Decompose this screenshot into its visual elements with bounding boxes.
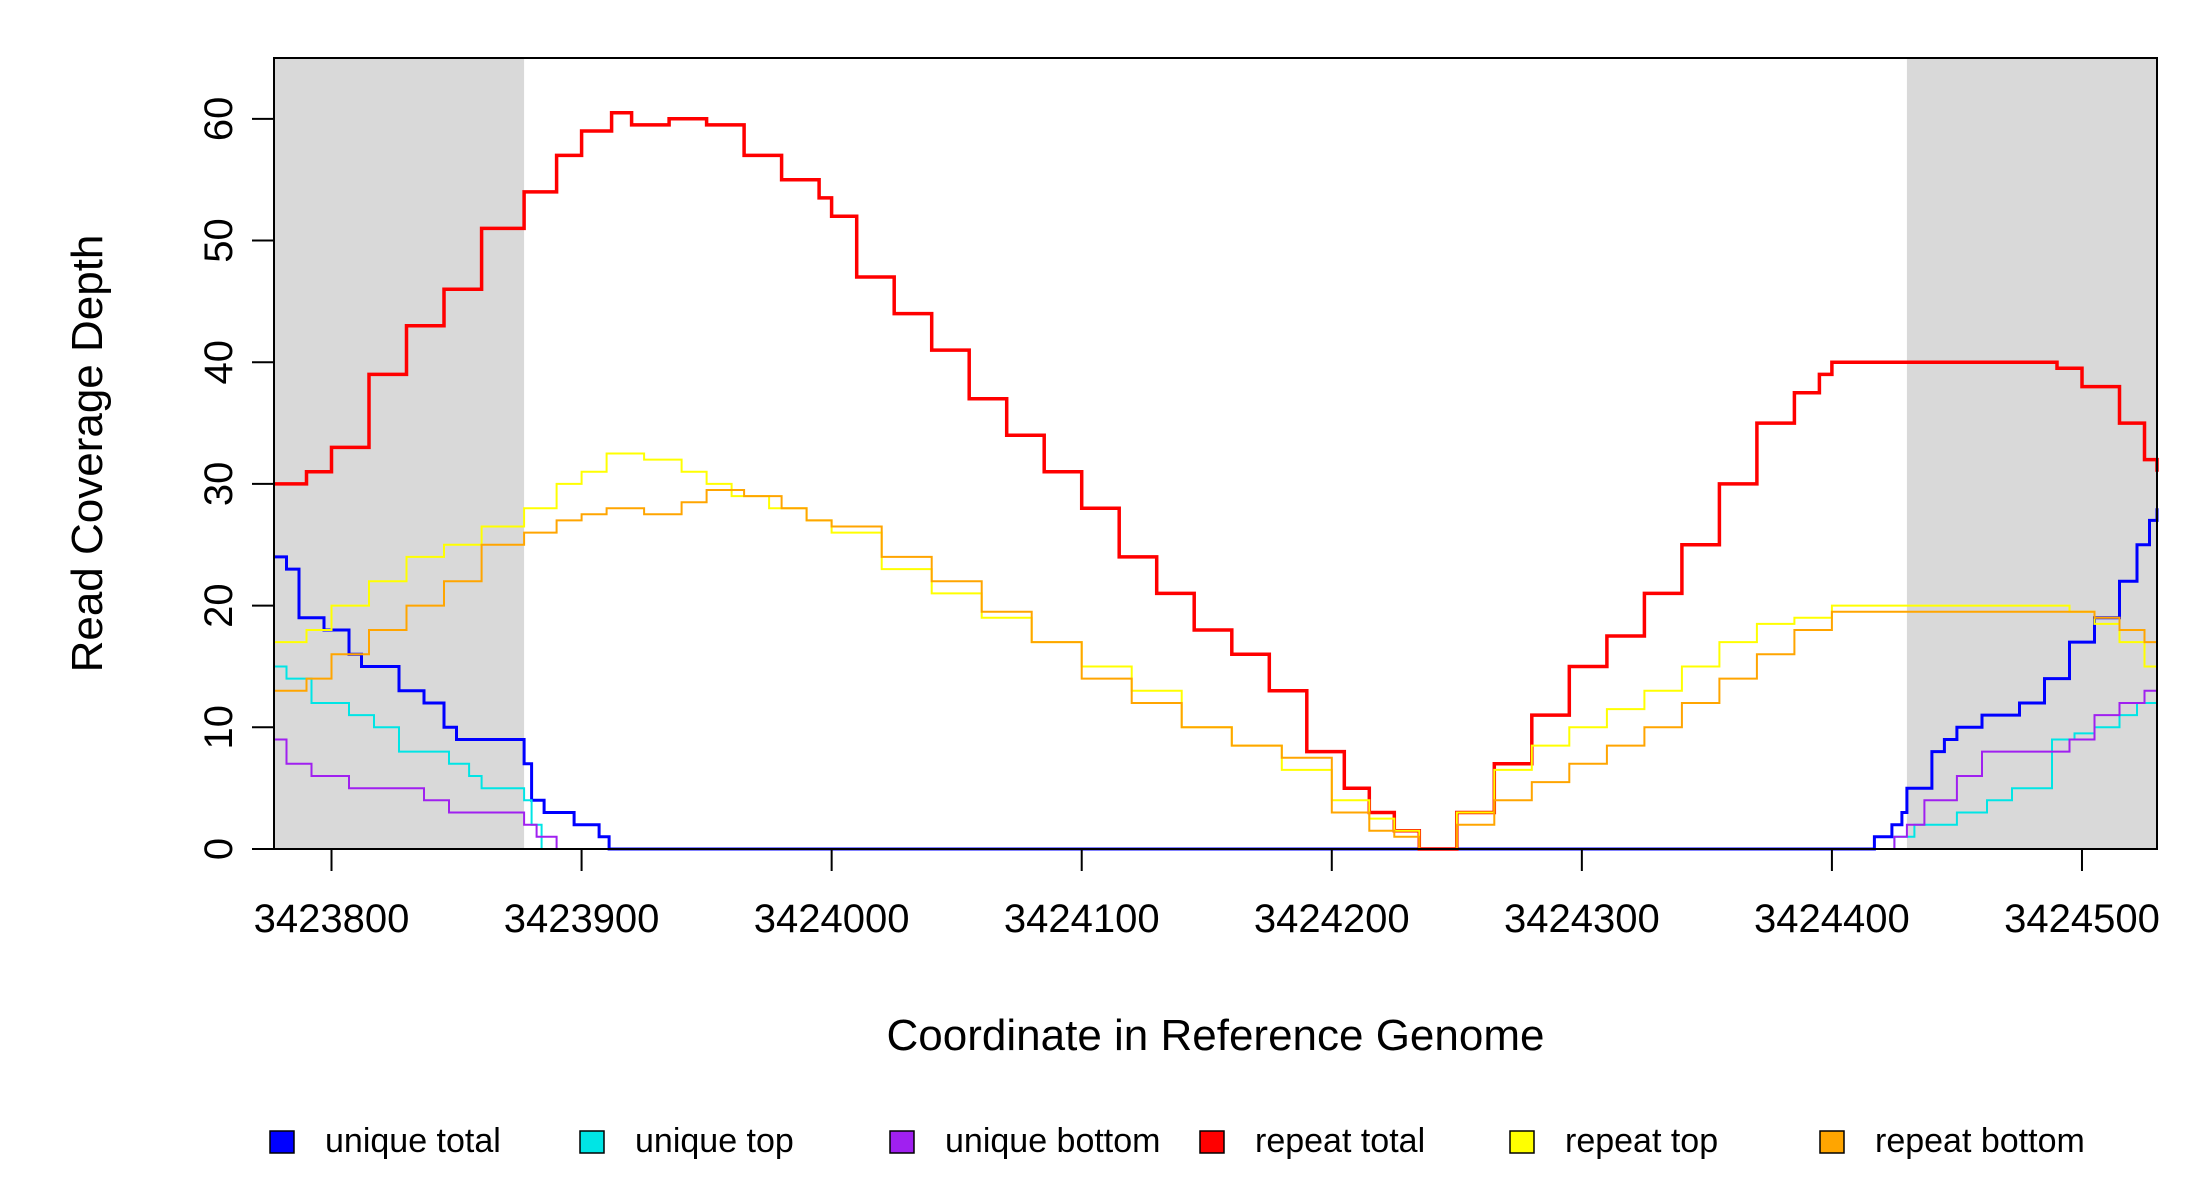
series-line-repeat-top [274, 452, 2158, 850]
y-tick-label: 40 [197, 340, 241, 385]
y-tick-label: 20 [197, 583, 241, 628]
y-axis: 0 10 20 30 40 50 60 [197, 97, 274, 860]
legend-label: repeat total [1255, 1122, 1425, 1160]
y-tick-label: 50 [197, 218, 241, 262]
series-line-repeat-total [274, 111, 2159, 851]
series-line-unique-total [274, 508, 2159, 851]
series-line-repeat-bottom [274, 489, 2158, 850]
legend-swatch [1819, 1130, 1845, 1154]
x-axis: 3423800 3423900 3424000 3424100 3424200 34243… [254, 849, 2160, 941]
y-axis-title: Read Coverage Depth [63, 235, 112, 673]
y-tick-label: 10 [197, 705, 241, 750]
x-tick-label: 3424100 [1004, 897, 1160, 941]
shaded-region-2 [1906, 58, 2157, 849]
x-tick-label: 3423800 [254, 897, 410, 941]
legend: unique total unique top unique bottom repea… [269, 1122, 2085, 1160]
legend-swatch [1509, 1130, 1535, 1154]
legend-label: unique top [635, 1122, 794, 1160]
x-tick-label: 3424300 [1504, 897, 1660, 941]
legend-label: unique total [325, 1122, 501, 1160]
y-tick-label: 0 [197, 838, 241, 860]
x-tick-label: 3424200 [1254, 897, 1410, 941]
y-tick-label: 60 [197, 97, 241, 142]
legend-swatch [579, 1130, 605, 1154]
x-tick-label: 3424500 [2004, 897, 2160, 941]
x-tick-label: 3423900 [504, 897, 660, 941]
legend-label: unique bottom [945, 1122, 1161, 1160]
y-tick-label: 30 [197, 462, 241, 507]
shaded-regions [274, 58, 2157, 849]
legend-label: repeat bottom [1875, 1122, 2085, 1160]
x-axis-title: Coordinate in Reference Genome [887, 1011, 1545, 1060]
series-line-unique-top [274, 665, 2158, 850]
plot-frame [273, 57, 2158, 850]
series-line-unique-bottom [274, 678, 2158, 850]
x-tick-label: 3424400 [1754, 897, 1910, 941]
legend-label: repeat top [1565, 1122, 1718, 1160]
shaded-region-1 [274, 58, 525, 849]
legend-swatch [889, 1130, 915, 1154]
series-lines [274, 111, 2159, 851]
x-tick-label: 3424000 [754, 897, 910, 941]
legend-swatch [1199, 1130, 1225, 1154]
legend-swatch [269, 1130, 295, 1154]
